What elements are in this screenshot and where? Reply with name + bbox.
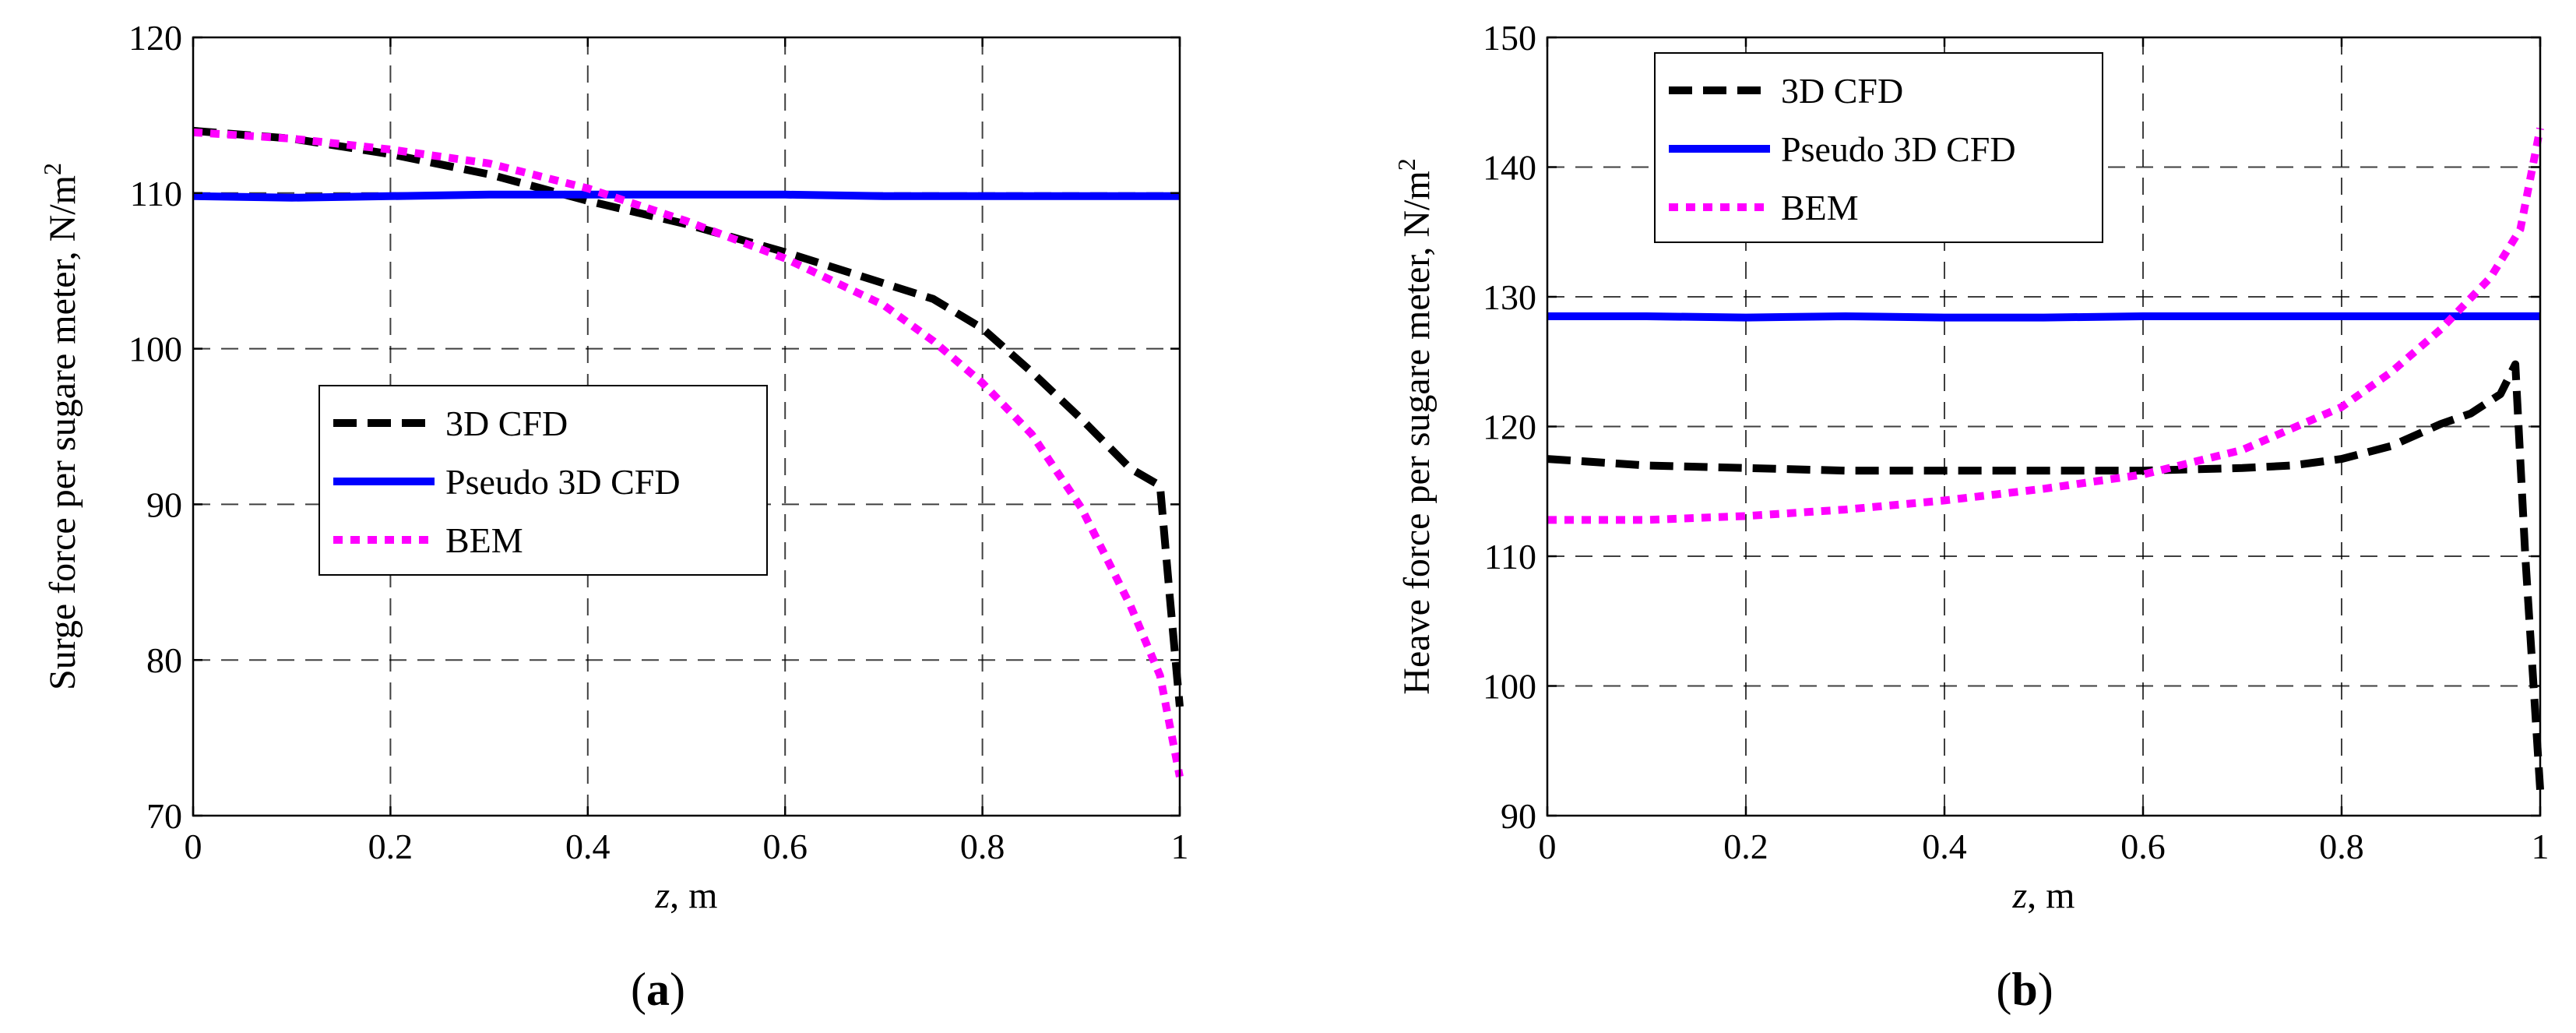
x-tick-label: 1 [1171, 827, 1189, 866]
y-axis-label-text: Heave force per sugare meter, N/m [1396, 171, 1438, 694]
legend: 3D CFD Pseudo 3D CFD BEM [1654, 52, 2103, 243]
legend-entry: 3D CFD [445, 404, 568, 443]
x-axis-label-variable: z [654, 875, 670, 916]
series-line-pseudo-3d-cfd [193, 190, 1180, 202]
series-line-3d-cfd [1547, 360, 2544, 791]
panel-label-close: ) [2038, 964, 2053, 1015]
series-line-3d-cfd [193, 126, 1184, 707]
x-tick-label: 0.2 [1723, 827, 1768, 866]
y-axis-label-superscript: 2 [38, 163, 66, 175]
x-axis-label: z, m [2011, 875, 2075, 916]
y-tick-label: 70 [146, 796, 182, 836]
x-tick-label: 0.6 [762, 827, 808, 866]
y-tick-label: 120 [1483, 407, 1536, 447]
y-tick-label: 100 [128, 330, 182, 369]
panel-label-letter: a [646, 964, 670, 1015]
series-line-pseudo-3d-cfd [1547, 312, 2540, 322]
panel-label-open: ( [631, 964, 646, 1015]
x-tick-label: 1 [2532, 827, 2550, 866]
panel-label-letter: b [2011, 964, 2037, 1015]
y-tick-label: 120 [128, 18, 182, 58]
y-tick-label: 140 [1483, 148, 1536, 188]
series-group [1547, 127, 2544, 791]
x-axis-label-unit: , m [670, 875, 717, 916]
grid-lines [1547, 37, 2540, 816]
legend-entry: 3D CFD [1781, 71, 1903, 111]
legend-entry: Pseudo 3D CFD [445, 462, 681, 502]
y-tick-label: 90 [1501, 796, 1536, 836]
panel-label-close: ) [670, 964, 685, 1015]
legend-entry: BEM [445, 520, 523, 560]
chart-panel-b: 0 0.2 0.4 0.6 0.8 1 90 100 110 120 130 140 150 z, m He… [1392, 18, 2550, 1015]
y-tick-label: 100 [1483, 667, 1536, 707]
y-axis-label: Heave force per sugare meter, N/m2 [1392, 158, 1438, 694]
y-axis-label-superscript: 2 [1392, 158, 1420, 171]
ticks: 0 0.2 0.4 0.6 0.8 1 70 80 90 100 110 120 [128, 18, 1189, 866]
legend-entry: BEM [1781, 188, 1859, 227]
x-tick-label: 0.2 [368, 827, 413, 866]
x-tick-label: 0.8 [960, 827, 1005, 866]
x-axis-label-variable: z [2011, 875, 2027, 916]
x-tick-label: 0.8 [2319, 827, 2364, 866]
series-line-bem [193, 128, 1184, 777]
panel-label: (b) [1996, 964, 2053, 1015]
y-tick-label: 150 [1483, 18, 1536, 58]
y-tick-label: 130 [1483, 277, 1536, 317]
x-tick-label: 0 [1539, 827, 1557, 866]
series-line-bem [1547, 127, 2544, 524]
y-tick-label: 110 [1484, 537, 1536, 576]
plot-frame [192, 36, 1181, 817]
x-tick-label: 0.4 [1922, 827, 1967, 866]
x-tick-label: 0.6 [2120, 827, 2166, 866]
y-axis-label: Surge force per sugare meter, N/m2 [38, 163, 83, 690]
ticks: 0 0.2 0.4 0.6 0.8 1 90 100 110 120 130 140 150 [1483, 18, 2550, 866]
y-tick-label: 80 [146, 640, 182, 680]
panel-label-open: ( [1996, 964, 2011, 1015]
legend: 3D CFD Pseudo 3D CFD BEM [318, 385, 768, 576]
x-axis-label-unit: , m [2027, 875, 2075, 916]
chart-panel-a: 0 0.2 0.4 0.6 0.8 1 70 80 90 100 110 120 z, m Surge f… [38, 18, 1189, 1015]
y-tick-label: 110 [130, 174, 182, 213]
x-axis-label: z, m [654, 875, 717, 916]
x-tick-label: 0.4 [565, 827, 611, 866]
y-tick-label: 90 [146, 485, 182, 524]
y-axis-label-text: Surge force per sugare meter, N/m [42, 175, 83, 690]
series-group [193, 126, 1184, 777]
x-tick-label: 0 [185, 827, 202, 866]
panel-label: (a) [631, 964, 685, 1015]
legend-entry: Pseudo 3D CFD [1781, 129, 2016, 169]
